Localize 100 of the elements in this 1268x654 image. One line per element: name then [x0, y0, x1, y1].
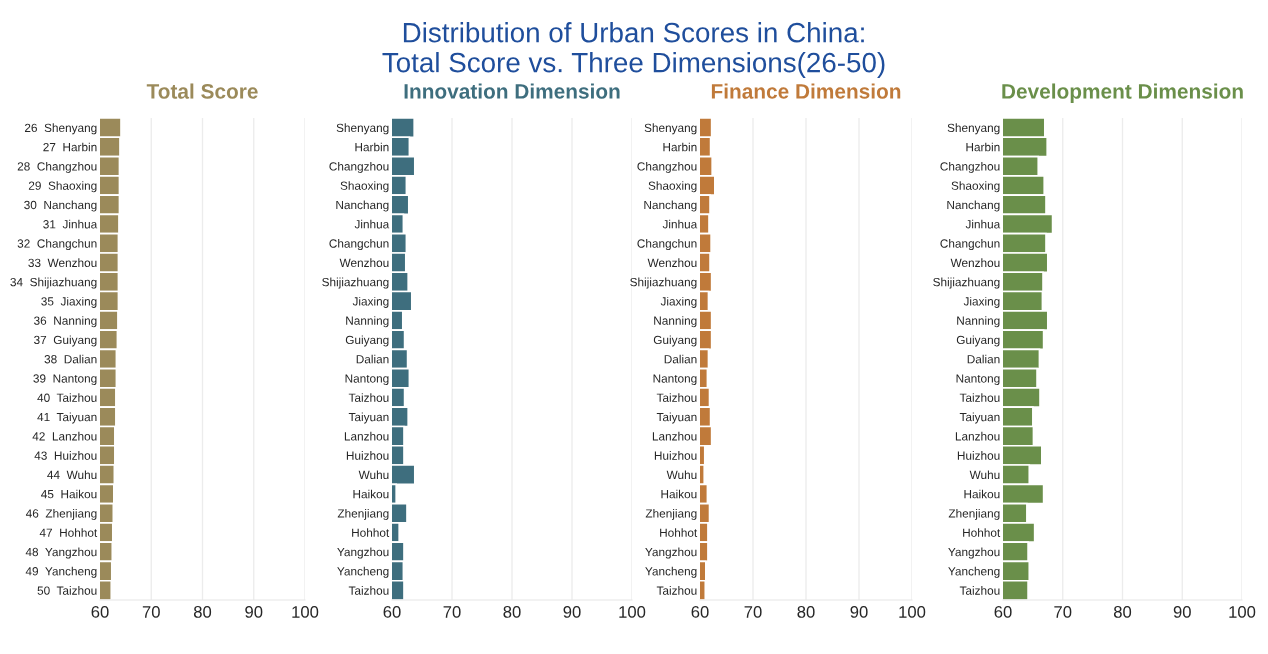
y-tick-label: Wuhu	[666, 470, 697, 480]
chart-title: Innovation Dimension	[404, 83, 620, 99]
y-tick-label: Jiaxing	[352, 296, 389, 308]
y-tick-label: 50 Taizhou	[37, 586, 97, 595]
y-tick-label: Hohhot	[963, 528, 1001, 537]
y-tick-label: Wuhu	[358, 470, 389, 480]
x-tick-label: 60	[383, 606, 401, 618]
x-tick-label: 70	[142, 606, 160, 618]
y-tick-label: Changzhou	[329, 161, 389, 173]
y-tick-label: Dalian	[664, 354, 697, 364]
y-tick-label: Haikou	[661, 489, 697, 499]
y-tick-label: Taizhou	[959, 393, 1000, 402]
x-tick-label: 90	[1173, 606, 1191, 618]
y-tick-label: 34 Shijiazhuang	[10, 277, 97, 289]
y-tick-label: Taizhou	[348, 393, 389, 402]
y-tick-label: 35 Jiaxing	[41, 296, 97, 308]
x-tick-label: 80	[193, 606, 212, 618]
y-tick-label: Shaoxing	[951, 181, 1000, 193]
chart-title: Finance Dimension	[711, 83, 901, 99]
y-tick-label: Nanchang	[336, 200, 389, 212]
y-tick-label: Shenyang	[947, 123, 1000, 135]
y-tick-label: 43 Huizhou	[34, 451, 97, 460]
y-tick-label: 27 Harbin	[43, 142, 97, 152]
x-tick-label: 100	[619, 606, 646, 618]
y-tick-label: Dalian	[967, 354, 1000, 364]
y-tick-label: 47 Hohhot	[39, 528, 98, 537]
y-tick-label: 28 Changzhou	[17, 161, 97, 173]
y-tick-label: 39 Nantong	[33, 374, 97, 386]
y-tick-label: Jiaxing	[963, 296, 1000, 308]
y-tick-label: Guiyang	[653, 335, 697, 347]
y-tick-label: 30 Nanchang	[24, 200, 97, 212]
y-tick-label: Taizhou	[656, 586, 697, 595]
y-tick-label: Shaoxing	[648, 181, 697, 193]
y-tick-label: Nanning	[957, 316, 1000, 328]
y-tick-label: Harbin	[966, 142, 1000, 152]
y-tick-label: Taizhou	[959, 586, 1000, 595]
y-tick-label: Nantong	[345, 374, 389, 386]
y-tick-label: Wenzhou	[339, 258, 389, 267]
y-tick-label: Harbin	[663, 142, 697, 152]
y-tick-label: Guiyang	[956, 335, 1000, 347]
y-tick-label: Wenzhou	[950, 258, 1000, 267]
y-tick-label: Jinhua	[965, 219, 1001, 229]
y-tick-label: Nanchang	[947, 200, 1000, 212]
y-tick-label: Wenzhou	[647, 258, 697, 267]
y-tick-label: Haikou	[964, 489, 1000, 499]
x-tick-label: 80	[797, 606, 815, 618]
x-tick-label: 80	[1113, 606, 1132, 618]
y-tick-label: Dalian	[356, 354, 389, 364]
y-tick-label: 45 Haikou	[41, 489, 97, 499]
y-tick-label: Taiyuan	[959, 412, 1000, 424]
y-tick-label: Zhenjiang	[337, 508, 389, 520]
y-tick-label: Shenyang	[336, 123, 389, 135]
y-tick-label: Shijiazhuang	[630, 277, 697, 289]
y-tick-label: Yangzhou	[948, 547, 1000, 559]
y-tick-label: 37 Guiyang	[34, 335, 97, 347]
y-tick-label: Shaoxing	[340, 181, 389, 193]
x-tick-label: 70	[744, 606, 762, 618]
y-tick-label: 46 Zhenjiang	[25, 508, 97, 520]
y-tick-label: Changchun	[940, 239, 1000, 251]
y-tick-label: Jiaxing	[660, 296, 697, 308]
x-tick-label: 100	[292, 606, 319, 618]
y-tick-label: 36 Nanning	[34, 316, 97, 328]
y-tick-label: Changzhou	[940, 161, 1000, 173]
y-tick-label: 38 Dalian	[44, 354, 97, 364]
x-tick-label: 100	[1229, 606, 1256, 618]
y-tick-label: Jinhua	[662, 219, 698, 229]
y-tick-label: Nanchang	[644, 200, 697, 212]
y-tick-label: Huizhou	[346, 451, 389, 460]
x-tick-label: 60	[691, 606, 709, 618]
y-tick-label: 44 Wuhu	[47, 470, 97, 480]
chart-title: Development Dimension	[1002, 83, 1243, 103]
y-tick-label: Taizhou	[656, 393, 697, 402]
y-tick-label: Shijiazhuang	[933, 277, 1000, 289]
y-tick-label: Shijiazhuang	[322, 277, 389, 289]
y-tick-label: 26 Shenyang	[24, 123, 97, 135]
y-tick-label: Huizhou	[654, 451, 697, 460]
y-tick-label: Hohhot	[352, 528, 390, 537]
y-tick-label: Zhenjiang	[948, 508, 1000, 520]
y-tick-label: Harbin	[355, 142, 389, 152]
y-tick-label: Yangzhou	[337, 547, 389, 559]
y-tick-label: Haikou	[353, 489, 389, 499]
y-tick-label: 42 Lanzhou	[32, 431, 97, 441]
y-tick-label: 29 Shaoxing	[28, 181, 97, 193]
y-tick-label: 48 Yangzhou	[25, 547, 97, 559]
y-tick-label: Zhenjiang	[645, 508, 697, 520]
y-tick-label: Wuhu	[969, 470, 1000, 480]
y-tick-label: 49 Yancheng	[25, 566, 97, 578]
y-tick-label: Hohhot	[660, 528, 698, 537]
x-tick-label: 60	[994, 606, 1012, 618]
chart-title: Total Score	[146, 83, 258, 99]
y-tick-label: Changchun	[637, 239, 697, 251]
x-tick-label: 90	[850, 606, 868, 618]
y-tick-label: Lanzhou	[955, 431, 1000, 441]
y-tick-label: Taiyuan	[348, 412, 389, 424]
y-tick-label: Lanzhou	[652, 431, 697, 441]
y-tick-label: Nanning	[654, 316, 697, 328]
y-tick-label: Shenyang	[644, 123, 697, 135]
x-tick-label: 60	[91, 606, 109, 618]
y-tick-label: Huizhou	[957, 451, 1000, 460]
x-tick-label: 90	[245, 606, 263, 618]
